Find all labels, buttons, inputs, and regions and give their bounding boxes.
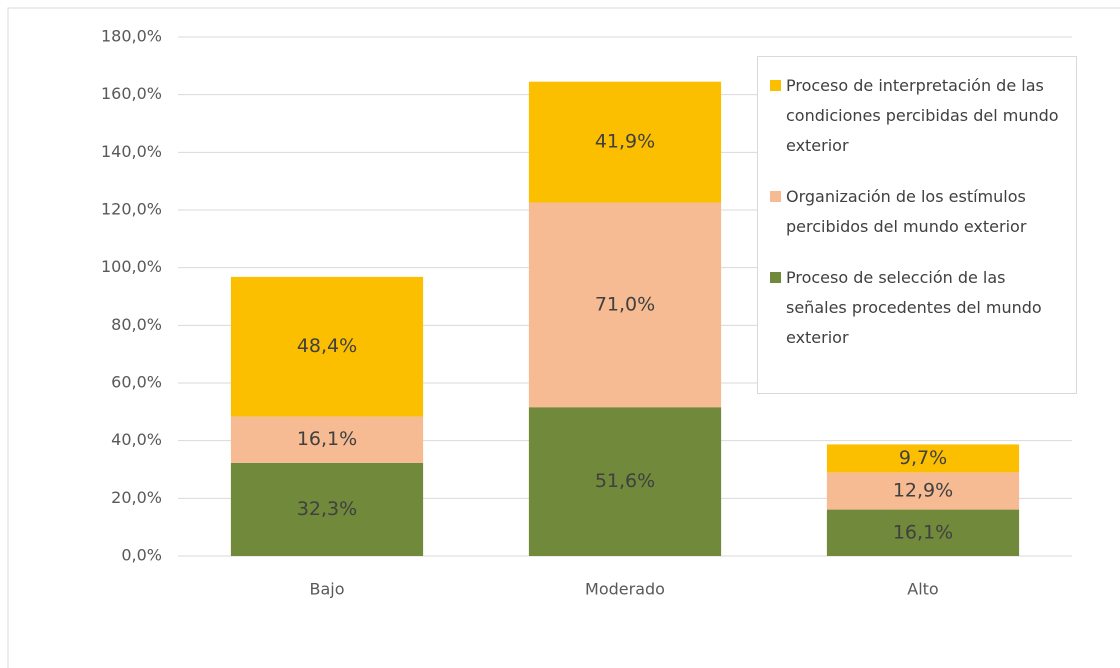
y-tick-label: 80,0% bbox=[111, 315, 162, 334]
y-tick-label: 100,0% bbox=[101, 257, 162, 276]
y-tick-label: 160,0% bbox=[101, 84, 162, 103]
bar-segment bbox=[230, 276, 424, 417]
y-tick-label: 180,0% bbox=[101, 27, 162, 46]
value-label: 51,6% bbox=[595, 470, 655, 492]
bar-segment bbox=[826, 509, 1020, 556]
legend-label: Organización de los estímulos percibidos… bbox=[786, 187, 1027, 236]
y-tick-label: 0,0% bbox=[121, 546, 162, 565]
legend-entry: Proceso de selección de las señales proc… bbox=[770, 263, 1070, 353]
y-tick-label: 120,0% bbox=[101, 200, 162, 219]
bar-segment bbox=[826, 444, 1020, 473]
legend-swatch bbox=[770, 80, 781, 91]
value-label: 12,9% bbox=[893, 479, 953, 501]
value-label: 48,4% bbox=[297, 335, 357, 357]
y-tick-label: 140,0% bbox=[101, 142, 162, 161]
x-tick-label: Alto bbox=[907, 580, 938, 599]
x-tick-label: Moderado bbox=[585, 580, 665, 599]
legend-label: Proceso de interpretación de las condici… bbox=[786, 76, 1059, 155]
y-tick-label: 60,0% bbox=[111, 373, 162, 392]
bar-segment bbox=[230, 462, 424, 556]
value-label: 16,1% bbox=[893, 521, 953, 543]
legend-label: Proceso de selección de las señales proc… bbox=[786, 268, 1042, 347]
legend-swatch bbox=[770, 191, 781, 202]
bar-segment bbox=[528, 407, 722, 556]
value-label: 71,0% bbox=[595, 293, 655, 315]
legend-entry: Organización de los estímulos percibidos… bbox=[770, 182, 1070, 242]
x-tick-label: Bajo bbox=[309, 580, 344, 599]
y-tick-label: 40,0% bbox=[111, 430, 162, 449]
legend-entry: Proceso de interpretación de las condici… bbox=[770, 71, 1070, 161]
bar-segment bbox=[230, 416, 424, 463]
legend: Proceso de interpretación de las condici… bbox=[757, 56, 1077, 394]
bar-segment bbox=[528, 81, 722, 203]
chart-frame bbox=[7, 7, 1120, 668]
value-label: 16,1% bbox=[297, 428, 357, 450]
value-label: 41,9% bbox=[595, 131, 655, 153]
bar-segment bbox=[826, 472, 1020, 510]
bar-segment bbox=[528, 202, 722, 408]
legend-swatch bbox=[770, 272, 781, 283]
value-label: 32,3% bbox=[297, 498, 357, 520]
value-label: 9,7% bbox=[899, 447, 947, 469]
y-tick-label: 20,0% bbox=[111, 488, 162, 507]
